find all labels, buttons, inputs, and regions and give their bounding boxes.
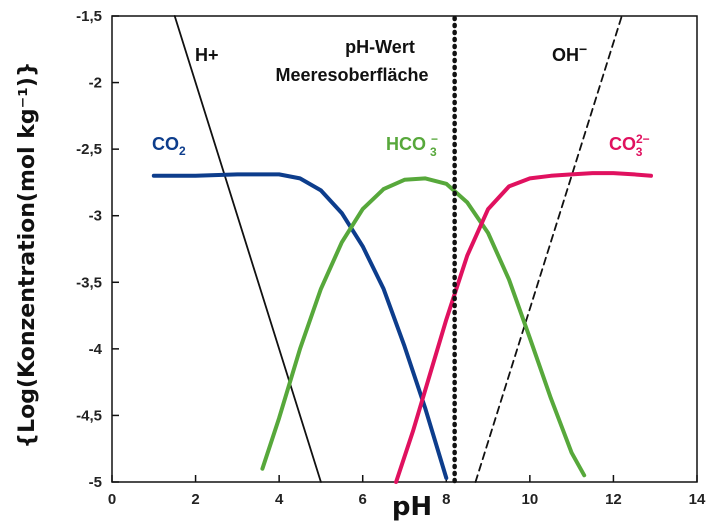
y-axis: -1,5 -2 -2,5 -3 -3,5 -4 -4,5 -5 — [76, 8, 119, 491]
y-tick-label: -1,5 — [76, 8, 102, 25]
series-line-oh-minus — [474, 15, 623, 483]
y-axis-label: {Log(Konzentration(mol kg⁻¹)} — [15, 61, 40, 448]
x-tick-label: 4 — [275, 491, 284, 508]
x-tick-label: 8 — [442, 491, 450, 508]
y-tick-label: -3 — [89, 208, 102, 225]
series-label-co2: CO2 — [152, 134, 186, 158]
surface-ph-label-line1: pH-Wert — [345, 37, 415, 57]
x-axis-label: pH — [392, 492, 432, 522]
y-tick-label: -5 — [89, 474, 102, 491]
series-line-hco3 — [260, 176, 587, 478]
y-tick-label: -2 — [89, 75, 102, 92]
x-tick-label: 14 — [689, 491, 706, 508]
y-tick-label: -3,5 — [76, 274, 102, 291]
x-tick-label: 10 — [522, 491, 539, 508]
plot-frame — [111, 15, 698, 483]
x-tick-label: 12 — [605, 491, 622, 508]
series-label-hco3: HCO −3 — [386, 132, 438, 159]
series-labels: H+ OH− CO2 HCO −3 CO2− 3 — [152, 41, 650, 159]
x-tick-label: 2 — [191, 491, 199, 508]
series-layer — [151, 15, 653, 484]
x-tick-label: 6 — [359, 491, 367, 508]
x-axis: 0 2 4 6 8 10 12 14 — [108, 475, 706, 508]
series-line-co3 — [394, 171, 653, 484]
series-label-oh-minus: OH− — [552, 41, 587, 65]
series-label-h-plus: H+ — [195, 45, 219, 65]
plot-area: 0 2 4 6 8 10 12 14 -1,5 -2 -2,5 -3 -3,5 -4 -4,5 -5 H+ O… — [76, 8, 706, 508]
x-tick-label: 0 — [108, 491, 116, 508]
surface-ph-label-line2: Meeresoberfläche — [275, 65, 428, 85]
y-tick-label: -4 — [89, 341, 103, 358]
series-line-co2 — [151, 172, 449, 480]
y-tick-label: -4,5 — [76, 407, 102, 424]
series-label-co3: CO2− 3 — [609, 132, 650, 159]
y-tick-label: -2,5 — [76, 141, 102, 158]
series-line-h-plus — [173, 15, 322, 483]
